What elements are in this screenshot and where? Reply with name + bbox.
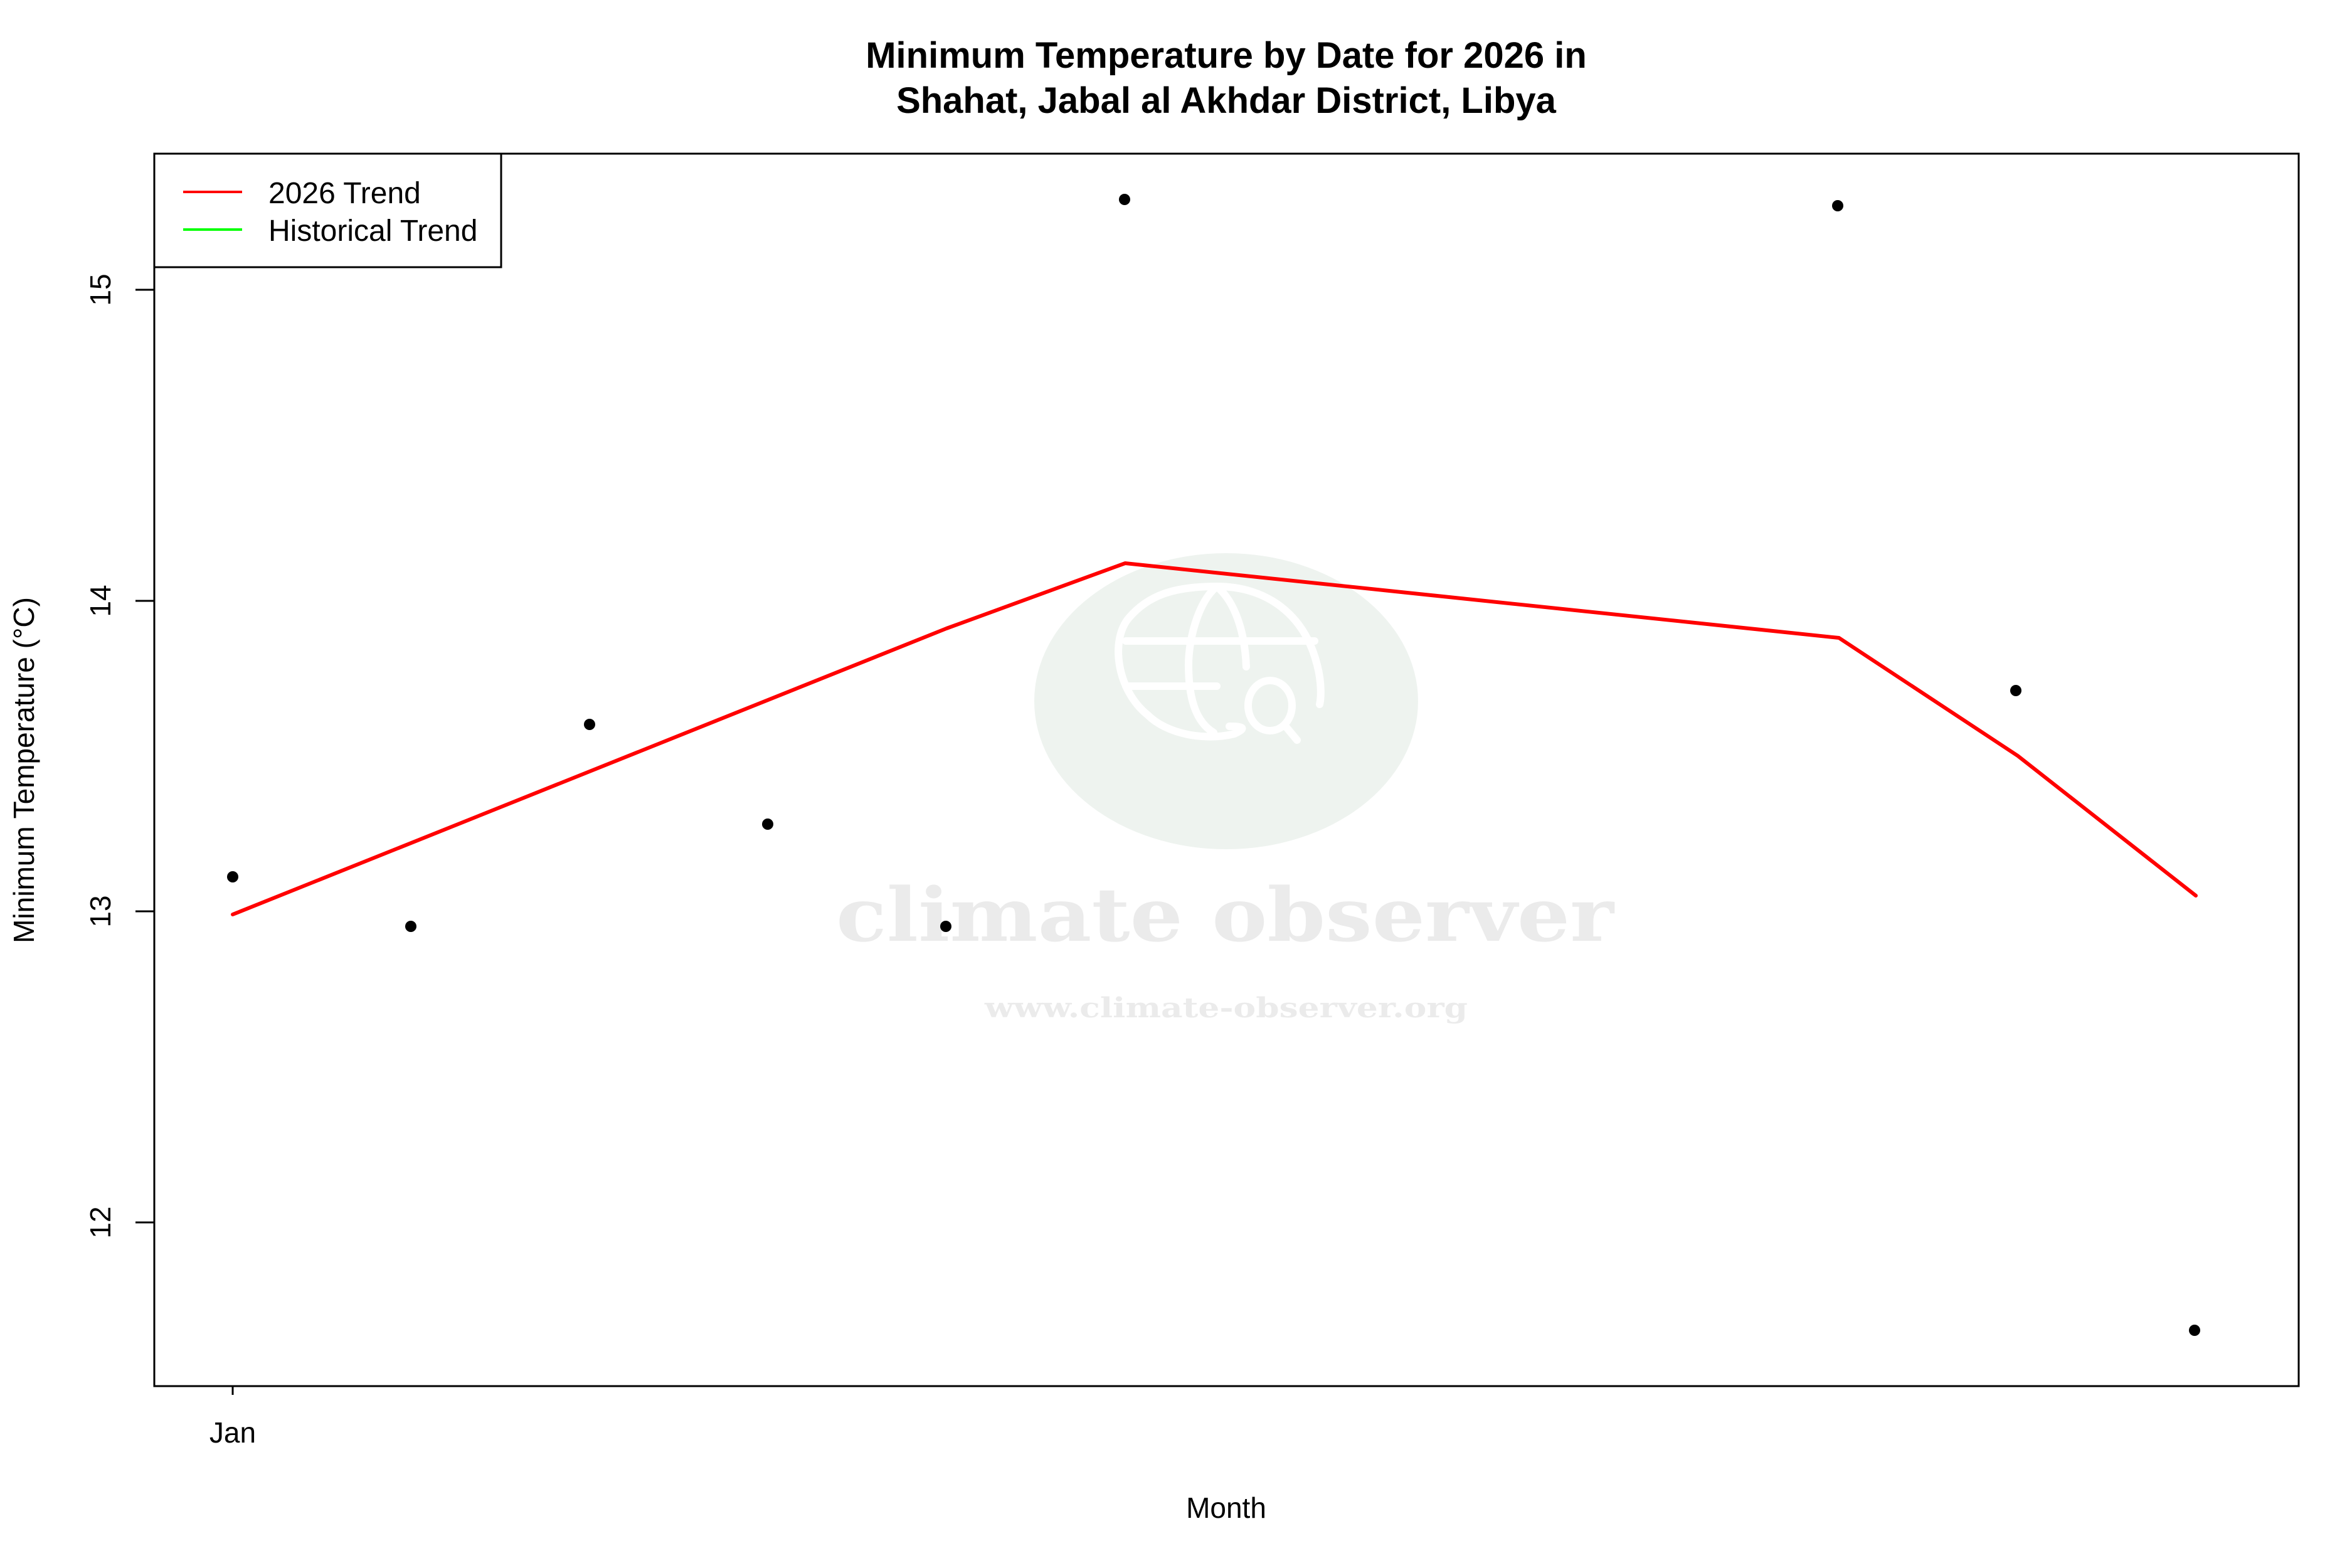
- data-point-apr: [762, 818, 773, 830]
- data-point-oct: [1832, 200, 1843, 211]
- watermark-url: www.climate-observer.org: [984, 992, 1468, 1024]
- y-axis-label: Minimum Temperature (°C): [8, 597, 40, 943]
- legend-label-2026-trend: 2026 Trend: [268, 177, 421, 210]
- trend-line-2026: [231, 561, 2198, 916]
- data-point-jun: [1119, 194, 1130, 205]
- globe-search-icon: [1115, 582, 1325, 744]
- legend-box: [153, 152, 502, 268]
- chart-title-line-2: Shahat, Jabal al Akhdar District, Libya: [896, 80, 1557, 121]
- y-tick-label-12: 12: [84, 1206, 117, 1238]
- data-point-feb: [405, 921, 416, 932]
- data-point-mar: [584, 719, 595, 730]
- watermark-title: climate observer: [836, 871, 1615, 958]
- data-point-dec: [2189, 1325, 2200, 1336]
- x-axis-label: Month: [1186, 1491, 1266, 1524]
- data-point-nov: [2010, 685, 2021, 696]
- data-point-may: [940, 921, 951, 932]
- y-tick-label-15: 15: [84, 273, 117, 305]
- y-axis: [135, 289, 154, 1224]
- data-points: [227, 194, 2200, 1336]
- plot-area: [153, 152, 2300, 1387]
- watermark-globe-background: [1034, 553, 1418, 849]
- data-point-jan: [227, 871, 238, 882]
- legend: 2026 Trend Historical Trend: [153, 152, 502, 268]
- y-tick-label-13: 13: [84, 895, 117, 927]
- chart-title-line-1: Minimum Temperature by Date for 2026 in: [866, 35, 1587, 76]
- y-tick-label-14: 14: [84, 585, 117, 617]
- watermark: climate observer www.climate-observer.or…: [836, 553, 1615, 1024]
- x-tick-label-jan: Jan: [209, 1416, 256, 1449]
- legend-label-historical-trend: Historical Trend: [268, 215, 477, 248]
